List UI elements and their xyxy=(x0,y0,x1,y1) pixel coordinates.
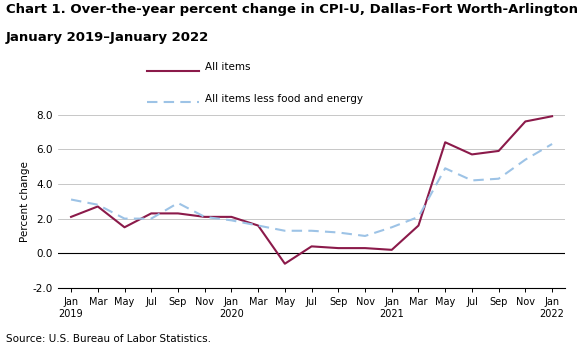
All items xyxy=(362,246,369,250)
All items less food and energy xyxy=(388,225,395,229)
All items less food and energy xyxy=(121,217,128,221)
All items less food and energy xyxy=(549,142,556,146)
All items xyxy=(335,246,342,250)
All items xyxy=(201,215,208,219)
All items xyxy=(94,204,101,209)
All items xyxy=(282,262,288,266)
All items less food and energy xyxy=(282,229,288,233)
Text: All items: All items xyxy=(205,62,250,73)
All items xyxy=(442,140,449,144)
All items less food and energy xyxy=(94,203,101,207)
All items less food and energy xyxy=(174,201,181,205)
All items xyxy=(549,114,556,118)
Text: Chart 1. Over-the-year percent change in CPI-U, Dallas-Fort Worth-Arlington, TX,: Chart 1. Over-the-year percent change in… xyxy=(6,3,577,16)
All items less food and energy xyxy=(254,223,261,228)
Line: All items less food and energy: All items less food and energy xyxy=(71,144,552,236)
All items xyxy=(174,211,181,215)
All items xyxy=(228,215,235,219)
All items xyxy=(308,244,315,248)
All items xyxy=(254,223,261,228)
All items less food and energy xyxy=(148,217,155,221)
All items xyxy=(415,223,422,228)
All items less food and energy xyxy=(68,197,74,202)
All items less food and energy xyxy=(228,218,235,222)
All items less food and energy xyxy=(495,177,502,181)
All items xyxy=(148,211,155,215)
All items less food and energy xyxy=(415,215,422,219)
All items xyxy=(495,149,502,153)
All items xyxy=(469,152,475,156)
All items less food and energy xyxy=(201,215,208,219)
All items less food and energy xyxy=(308,229,315,233)
All items xyxy=(68,215,74,219)
All items less food and energy xyxy=(522,158,529,162)
All items xyxy=(522,119,529,124)
Text: All items less food and energy: All items less food and energy xyxy=(205,94,363,104)
Text: Source: U.S. Bureau of Labor Statistics.: Source: U.S. Bureau of Labor Statistics. xyxy=(6,333,211,344)
All items less food and energy xyxy=(442,166,449,170)
All items xyxy=(388,248,395,252)
All items less food and energy xyxy=(469,178,475,183)
Text: January 2019–January 2022: January 2019–January 2022 xyxy=(6,31,209,44)
Line: All items: All items xyxy=(71,116,552,264)
All items less food and energy xyxy=(335,230,342,235)
All items less food and energy xyxy=(362,234,369,238)
Y-axis label: Percent change: Percent change xyxy=(20,161,30,242)
All items xyxy=(121,225,128,229)
